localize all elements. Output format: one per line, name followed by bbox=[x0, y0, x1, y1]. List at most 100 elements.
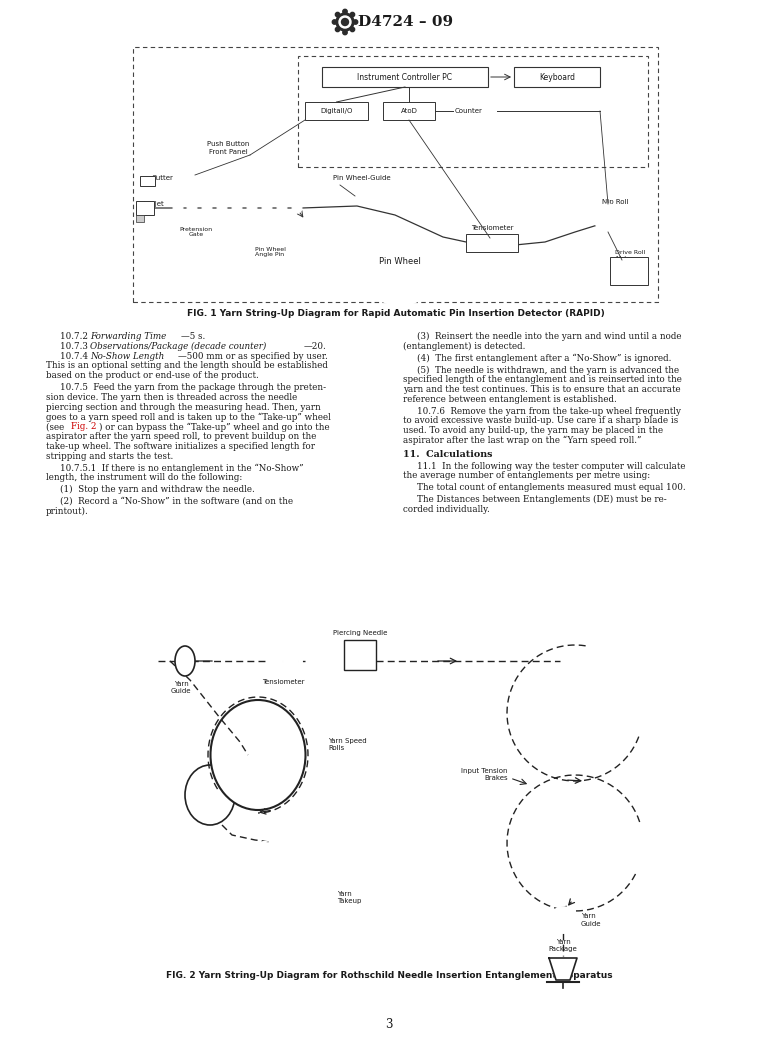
Bar bbox=[322, 67, 488, 87]
Text: stripping and starts the test.: stripping and starts the test. bbox=[46, 452, 173, 460]
Text: AtoD: AtoD bbox=[401, 108, 418, 115]
Text: (entanglement) is detected.: (entanglement) is detected. bbox=[403, 341, 525, 351]
Text: —500 mm or as specified by user.: —500 mm or as specified by user. bbox=[178, 352, 328, 360]
Bar bbox=[136, 201, 154, 215]
Text: Tensiometer: Tensiometer bbox=[261, 679, 304, 685]
Text: Yarn
Guide: Yarn Guide bbox=[170, 681, 191, 694]
Text: The total count of entanglements measured must equal 100.: The total count of entanglements measure… bbox=[417, 483, 685, 492]
Text: length, the instrument will do the following:: length, the instrument will do the follo… bbox=[46, 474, 243, 482]
Polygon shape bbox=[549, 958, 577, 980]
Text: used. To avoid any build-up, the yarn may be placed in the: used. To avoid any build-up, the yarn ma… bbox=[403, 426, 663, 435]
Bar bbox=[514, 67, 600, 87]
Text: Keyboard: Keyboard bbox=[539, 73, 575, 81]
Text: Observations/Package (decade counter): Observations/Package (decade counter) bbox=[90, 341, 266, 351]
Text: piercing section and through the measuring head. Then, yarn: piercing section and through the measuri… bbox=[46, 403, 321, 411]
Text: specified length of the entanglement and is reinserted into the: specified length of the entanglement and… bbox=[403, 375, 682, 384]
Text: (1)  Stop the yarn and withdraw the needle.: (1) Stop the yarn and withdraw the needl… bbox=[60, 485, 254, 494]
Text: Nip Roll: Nip Roll bbox=[602, 199, 629, 205]
Text: ) or can bypass the “Take-up” wheel and go into the: ) or can bypass the “Take-up” wheel and … bbox=[99, 423, 330, 432]
Circle shape bbox=[336, 12, 354, 31]
Text: 3: 3 bbox=[385, 1018, 393, 1032]
Circle shape bbox=[531, 799, 619, 887]
Text: yarn and the test continues. This is to ensure that an accurate: yarn and the test continues. This is to … bbox=[403, 385, 681, 393]
Bar bbox=[466, 234, 518, 252]
Text: (5)  The needle is withdrawn, and the yarn is advanced the: (5) The needle is withdrawn, and the yar… bbox=[417, 365, 679, 375]
Circle shape bbox=[217, 203, 227, 213]
Text: printout).: printout). bbox=[46, 507, 89, 515]
Circle shape bbox=[335, 12, 340, 17]
Text: Yarn Speed
Rolls: Yarn Speed Rolls bbox=[328, 738, 366, 752]
Text: —5 s.: —5 s. bbox=[181, 332, 205, 341]
Circle shape bbox=[342, 19, 349, 25]
Bar bbox=[140, 176, 155, 186]
Circle shape bbox=[178, 211, 192, 225]
Circle shape bbox=[343, 9, 347, 14]
Text: (4)  The first entanglement after a “No-Show” is ignored.: (4) The first entanglement after a “No-S… bbox=[417, 354, 671, 363]
Text: D4724 – 09: D4724 – 09 bbox=[358, 15, 453, 29]
Text: Inlet Jet: Inlet Jet bbox=[137, 201, 163, 207]
Text: Counter: Counter bbox=[455, 108, 483, 115]
Text: (see: (see bbox=[46, 423, 67, 431]
Text: 10.7.6  Remove the yarn from the take-up wheel frequently: 10.7.6 Remove the yarn from the take-up … bbox=[417, 407, 681, 415]
Text: Pretension
Gate: Pretension Gate bbox=[180, 227, 212, 237]
Text: Push Button
Front Panel: Push Button Front Panel bbox=[207, 142, 249, 154]
Circle shape bbox=[332, 20, 337, 24]
Text: Yarn
Guide: Yarn Guide bbox=[581, 914, 601, 926]
Ellipse shape bbox=[211, 700, 306, 810]
Text: take-up wheel. The software initializes a specified length for: take-up wheel. The software initializes … bbox=[46, 441, 315, 451]
Text: FIG. 1 Yarn String-Up Diagram for Rapid Automatic Pin Insertion Detector (RAPID): FIG. 1 Yarn String-Up Diagram for Rapid … bbox=[187, 308, 605, 318]
Circle shape bbox=[247, 203, 257, 213]
Text: DigitalI/O: DigitalI/O bbox=[321, 108, 352, 115]
Text: aspirator after the yarn speed roll, to prevent buildup on the: aspirator after the yarn speed roll, to … bbox=[46, 432, 317, 441]
Text: 10.7.5  Feed the yarn from the package through the preten-: 10.7.5 Feed the yarn from the package th… bbox=[60, 383, 326, 392]
Text: —20.: —20. bbox=[304, 341, 327, 351]
Circle shape bbox=[187, 203, 197, 213]
Text: FIG. 2 Yarn String-Up Diagram for Rothschild Needle Insertion Entanglement Appar: FIG. 2 Yarn String-Up Diagram for Rothsc… bbox=[166, 970, 612, 980]
Text: No-Show Length: No-Show Length bbox=[90, 352, 164, 360]
Circle shape bbox=[550, 907, 576, 933]
Text: Fig. 2: Fig. 2 bbox=[71, 423, 96, 431]
Circle shape bbox=[353, 20, 358, 24]
Text: 10.7.3: 10.7.3 bbox=[60, 341, 93, 351]
Bar bbox=[136, 215, 144, 222]
Bar bbox=[133, 47, 658, 302]
Text: This is an optional setting and the length should be established: This is an optional setting and the leng… bbox=[46, 361, 328, 371]
Text: sion device. The yarn then is threaded across the needle: sion device. The yarn then is threaded a… bbox=[46, 392, 297, 402]
Text: 11.1  In the following way the tester computer will calculate: 11.1 In the following way the tester com… bbox=[417, 461, 685, 471]
Bar bbox=[298, 56, 648, 167]
Text: 11.  Calculations: 11. Calculations bbox=[403, 450, 492, 459]
Text: 10.7.4: 10.7.4 bbox=[60, 352, 93, 360]
Text: (2)  Record a “No-Show” in the software (and on the: (2) Record a “No-Show” in the software (… bbox=[60, 497, 293, 506]
Circle shape bbox=[510, 778, 640, 908]
Circle shape bbox=[283, 653, 299, 669]
Text: Pin Wheel
Angle Pin: Pin Wheel Angle Pin bbox=[254, 247, 286, 257]
Text: Input Tension
Brakes: Input Tension Brakes bbox=[461, 768, 508, 782]
Text: The Distances between Entanglements (DE) must be re-: The Distances between Entanglements (DE)… bbox=[417, 496, 667, 504]
Circle shape bbox=[267, 653, 283, 669]
Text: Forwarding Time: Forwarding Time bbox=[90, 332, 166, 341]
Circle shape bbox=[202, 203, 212, 213]
Circle shape bbox=[594, 204, 622, 232]
Circle shape bbox=[232, 203, 242, 213]
Text: Drive Roll
Motor
Encoder: Drive Roll Motor Encoder bbox=[615, 250, 645, 266]
Text: the average number of entanglements per metre using:: the average number of entanglements per … bbox=[403, 472, 650, 480]
Circle shape bbox=[531, 669, 619, 757]
Text: (3)  Reinsert the needle into the yarn and wind until a node: (3) Reinsert the needle into the yarn an… bbox=[417, 332, 682, 341]
Bar bbox=[610, 257, 648, 285]
Text: Instrument Controller PC: Instrument Controller PC bbox=[358, 73, 453, 81]
Circle shape bbox=[350, 27, 355, 31]
Bar bbox=[383, 102, 435, 120]
Text: Yarn
Package: Yarn Package bbox=[548, 939, 577, 953]
Ellipse shape bbox=[175, 646, 195, 676]
Text: Cutter: Cutter bbox=[152, 175, 173, 181]
Text: aspirator after the last wrap on the “Yarn speed roll.”: aspirator after the last wrap on the “Ya… bbox=[403, 436, 642, 446]
Text: goes to a yarn speed roll and is taken up to the “Take-up” wheel: goes to a yarn speed roll and is taken u… bbox=[46, 412, 331, 422]
Text: corded individually.: corded individually. bbox=[403, 505, 489, 514]
Circle shape bbox=[357, 219, 443, 305]
Ellipse shape bbox=[185, 765, 235, 826]
Text: Tensiometer: Tensiometer bbox=[471, 225, 513, 231]
Circle shape bbox=[350, 12, 355, 17]
Text: 10.7.2: 10.7.2 bbox=[60, 332, 93, 341]
Text: Piercing Needle: Piercing Needle bbox=[333, 630, 387, 636]
Text: 10.7.5.1  If there is no entanglement in the “No-Show”: 10.7.5.1 If there is no entanglement in … bbox=[60, 463, 303, 473]
